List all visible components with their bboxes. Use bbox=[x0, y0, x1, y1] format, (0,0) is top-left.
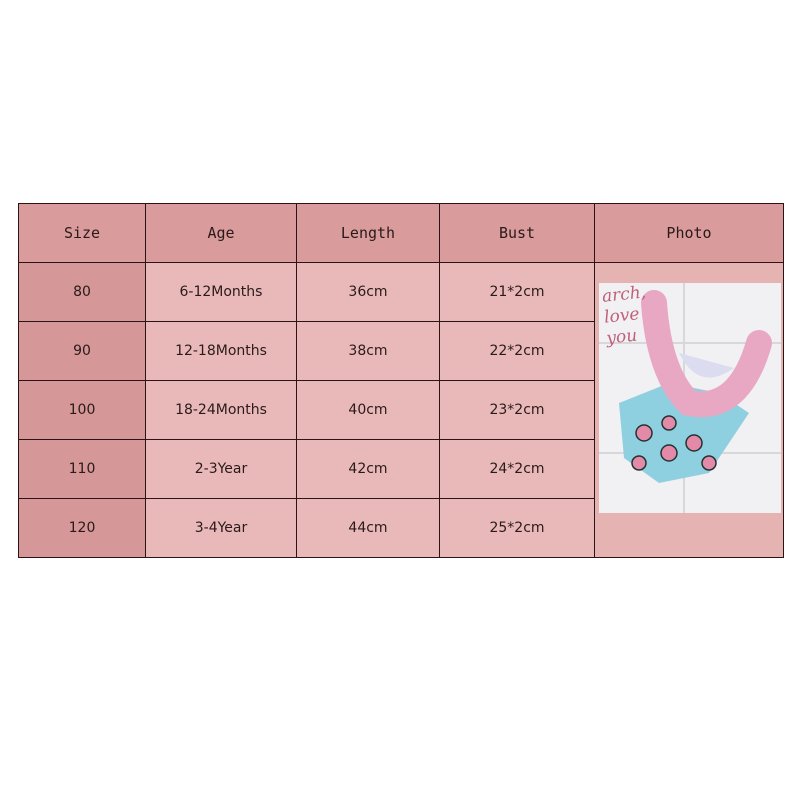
header-size: Size bbox=[18, 203, 146, 263]
bust-cell: 21*2cm bbox=[439, 262, 595, 322]
photo-handwriting: arch, love you bbox=[601, 282, 647, 349]
header-bust: Bust bbox=[439, 203, 595, 263]
age-cell: 12-18Months bbox=[145, 321, 297, 381]
age-cell: 2-3Year bbox=[145, 439, 297, 499]
size-cell: 90 bbox=[18, 321, 146, 381]
header-length: Length bbox=[296, 203, 440, 263]
header-row: Size Age Length Bust Photo bbox=[18, 203, 784, 263]
header-photo: Photo bbox=[594, 203, 784, 263]
length-cell: 36cm bbox=[296, 262, 440, 322]
swimsuit-photo bbox=[599, 283, 781, 513]
size-chart-table: Size Age Length Bust Photo 80 6-12Months… bbox=[18, 203, 784, 558]
length-cell: 44cm bbox=[296, 498, 440, 558]
age-cell: 6-12Months bbox=[145, 262, 297, 322]
bust-cell: 23*2cm bbox=[439, 380, 595, 440]
bust-cell: 25*2cm bbox=[439, 498, 595, 558]
table-row: 90 12-18Months 38cm 22*2cm bbox=[18, 321, 784, 381]
header-age: Age bbox=[145, 203, 297, 263]
length-cell: 40cm bbox=[296, 380, 440, 440]
age-cell: 18-24Months bbox=[145, 380, 297, 440]
bust-cell: 22*2cm bbox=[439, 321, 595, 381]
size-cell: 80 bbox=[18, 262, 146, 322]
length-cell: 38cm bbox=[296, 321, 440, 381]
length-cell: 42cm bbox=[296, 439, 440, 499]
size-cell: 100 bbox=[18, 380, 146, 440]
table-row: 120 3-4Year 44cm 25*2cm bbox=[18, 498, 784, 558]
size-cell: 110 bbox=[18, 439, 146, 499]
size-cell: 120 bbox=[18, 498, 146, 558]
table-row: 80 6-12Months 36cm 21*2cm arch, love you bbox=[18, 262, 784, 558]
age-cell: 3-4Year bbox=[145, 498, 297, 558]
photo-cell: arch, love you bbox=[594, 262, 784, 558]
table-row: 110 2-3Year 42cm 24*2cm bbox=[18, 439, 784, 499]
bust-cell: 24*2cm bbox=[439, 439, 595, 499]
